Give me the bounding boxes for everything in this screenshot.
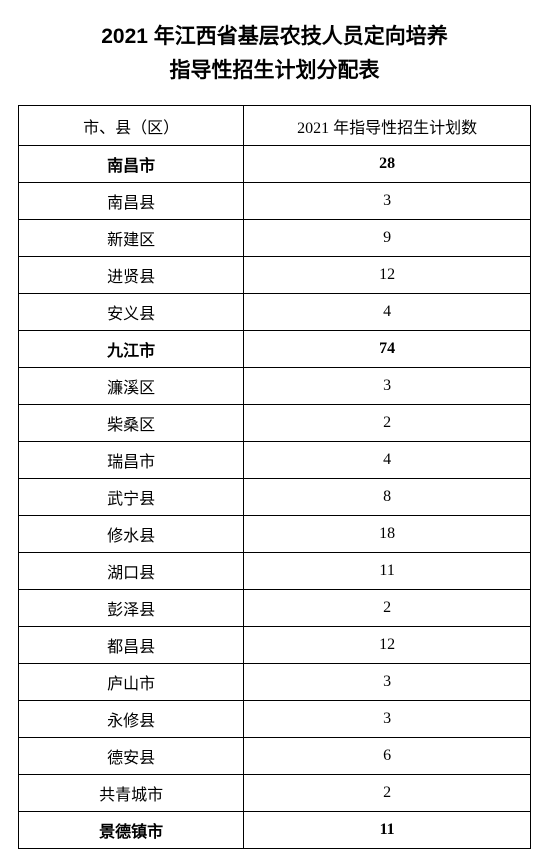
cell-count: 2: [244, 775, 531, 812]
cell-count: 2: [244, 590, 531, 627]
cell-count: 28: [244, 146, 531, 183]
cell-count: 11: [244, 812, 531, 849]
cell-count: 18: [244, 516, 531, 553]
cell-region: 共青城市: [19, 775, 244, 812]
table-row: 新建区9: [19, 220, 531, 257]
table-row: 德安县6: [19, 738, 531, 775]
cell-region: 永修县: [19, 701, 244, 738]
table-body: 南昌市28南昌县3新建区9进贤县12安义县4九江市74濂溪区3柴桑区2瑞昌市4武…: [19, 146, 531, 849]
cell-count: 3: [244, 664, 531, 701]
table-row: 南昌市28: [19, 146, 531, 183]
table-row: 共青城市2: [19, 775, 531, 812]
document-title: 2021 年江西省基层农技人员定向培养 指导性招生计划分配表: [18, 20, 531, 87]
cell-count: 4: [244, 294, 531, 331]
table-row: 景德镇市11: [19, 812, 531, 849]
cell-region: 修水县: [19, 516, 244, 553]
cell-count: 3: [244, 183, 531, 220]
table-row: 都昌县12: [19, 627, 531, 664]
allocation-table: 市、县（区） 2021 年指导性招生计划数 南昌市28南昌县3新建区9进贤县12…: [18, 105, 531, 849]
cell-region: 南昌市: [19, 146, 244, 183]
cell-region: 九江市: [19, 331, 244, 368]
cell-count: 6: [244, 738, 531, 775]
cell-count: 8: [244, 479, 531, 516]
column-header-count: 2021 年指导性招生计划数: [244, 106, 531, 146]
table-row: 永修县3: [19, 701, 531, 738]
cell-count: 12: [244, 627, 531, 664]
table-header-row: 市、县（区） 2021 年指导性招生计划数: [19, 106, 531, 146]
table-row: 柴桑区2: [19, 405, 531, 442]
cell-region: 进贤县: [19, 257, 244, 294]
cell-region: 湖口县: [19, 553, 244, 590]
cell-region: 庐山市: [19, 664, 244, 701]
table-row: 濂溪区3: [19, 368, 531, 405]
table-row: 南昌县3: [19, 183, 531, 220]
table-row: 庐山市3: [19, 664, 531, 701]
cell-region: 彭泽县: [19, 590, 244, 627]
title-line-1: 2021 年江西省基层农技人员定向培养: [101, 25, 448, 48]
cell-region: 濂溪区: [19, 368, 244, 405]
table-row: 修水县18: [19, 516, 531, 553]
cell-region: 柴桑区: [19, 405, 244, 442]
cell-region: 德安县: [19, 738, 244, 775]
cell-count: 74: [244, 331, 531, 368]
cell-count: 2: [244, 405, 531, 442]
cell-count: 12: [244, 257, 531, 294]
cell-region: 瑞昌市: [19, 442, 244, 479]
cell-region: 安义县: [19, 294, 244, 331]
cell-region: 南昌县: [19, 183, 244, 220]
title-line-2: 指导性招生计划分配表: [170, 59, 380, 82]
table-row: 瑞昌市4: [19, 442, 531, 479]
table-row: 湖口县11: [19, 553, 531, 590]
table-row: 进贤县12: [19, 257, 531, 294]
cell-count: 9: [244, 220, 531, 257]
cell-count: 3: [244, 701, 531, 738]
table-row: 彭泽县2: [19, 590, 531, 627]
table-row: 安义县4: [19, 294, 531, 331]
column-header-region: 市、县（区）: [19, 106, 244, 146]
cell-count: 4: [244, 442, 531, 479]
cell-region: 武宁县: [19, 479, 244, 516]
cell-region: 都昌县: [19, 627, 244, 664]
table-row: 武宁县8: [19, 479, 531, 516]
cell-region: 新建区: [19, 220, 244, 257]
cell-region: 景德镇市: [19, 812, 244, 849]
cell-count: 3: [244, 368, 531, 405]
table-row: 九江市74: [19, 331, 531, 368]
cell-count: 11: [244, 553, 531, 590]
